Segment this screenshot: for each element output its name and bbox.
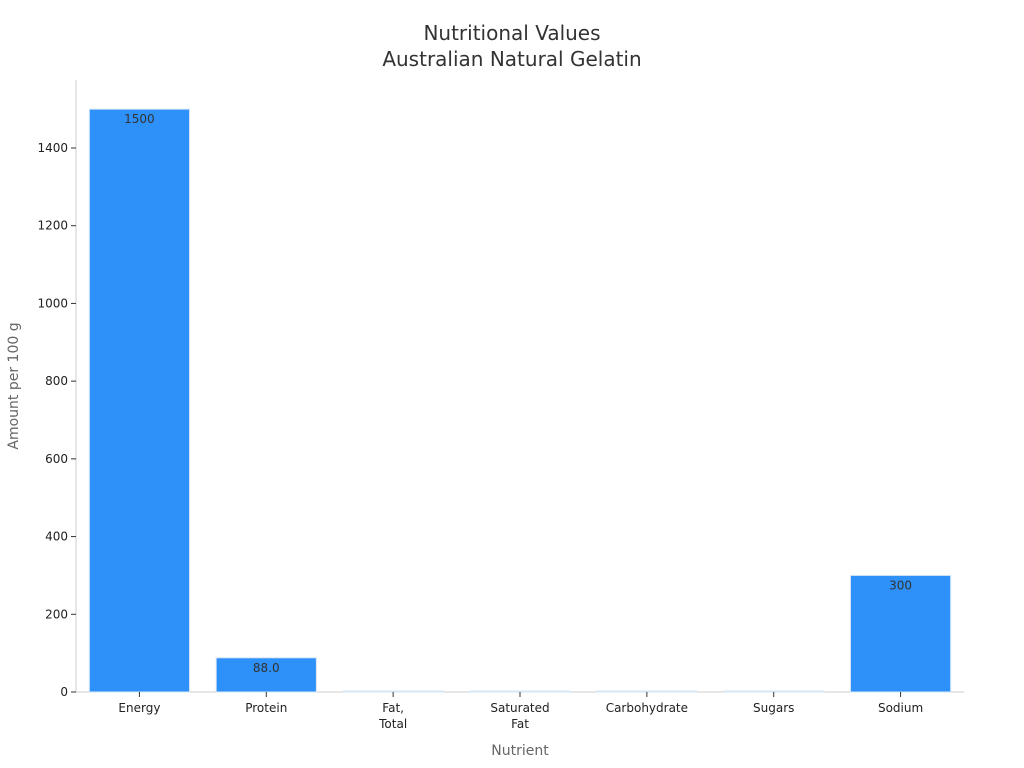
y-tick-label: 0 bbox=[60, 685, 68, 699]
bar-value-label: 300 bbox=[889, 578, 912, 592]
x-tick-label: Fat, bbox=[382, 701, 404, 715]
x-tick-label: Protein bbox=[245, 701, 287, 715]
x-axis-title: Nutrient bbox=[491, 743, 549, 759]
x-tick-label: Fat bbox=[511, 717, 529, 731]
bar-value-label: 88.0 bbox=[253, 661, 280, 675]
y-tick-label: 400 bbox=[45, 530, 68, 544]
y-tick-label: 800 bbox=[45, 374, 68, 388]
x-tick-label: Energy bbox=[118, 701, 160, 715]
x-tick-label: Sugars bbox=[753, 701, 794, 715]
y-axis-title: Amount per 100 g bbox=[6, 322, 22, 449]
bar bbox=[342, 690, 444, 693]
bar bbox=[215, 657, 317, 693]
y-tick-label: 1400 bbox=[37, 141, 68, 155]
ticks: 0 200 400 600 800 1000 1200 1400 Energy Protein Fa… bbox=[37, 141, 923, 731]
y-tick-label: 1200 bbox=[37, 219, 68, 233]
y-tick-label: 600 bbox=[45, 452, 68, 466]
bar-value-label: 1500 bbox=[124, 112, 155, 126]
axes bbox=[75, 80, 964, 693]
x-tick-label: Carbohydrate bbox=[606, 701, 688, 715]
x-tick-label: Sodium bbox=[878, 701, 923, 715]
bar bbox=[469, 690, 571, 693]
y-tick-label: 1000 bbox=[37, 296, 68, 310]
x-tick-label: Total bbox=[378, 717, 407, 731]
bar bbox=[849, 574, 952, 693]
chart-title: Nutritional Values bbox=[423, 21, 600, 45]
y-tick-label: 200 bbox=[45, 607, 68, 621]
bars: 1500 88.0 300 bbox=[88, 108, 952, 693]
bar bbox=[723, 690, 825, 693]
chart-subtitle: Australian Natural Gelatin bbox=[382, 47, 641, 71]
bar bbox=[88, 108, 191, 693]
bar bbox=[596, 690, 698, 693]
x-tick-label: Saturated bbox=[490, 701, 549, 715]
